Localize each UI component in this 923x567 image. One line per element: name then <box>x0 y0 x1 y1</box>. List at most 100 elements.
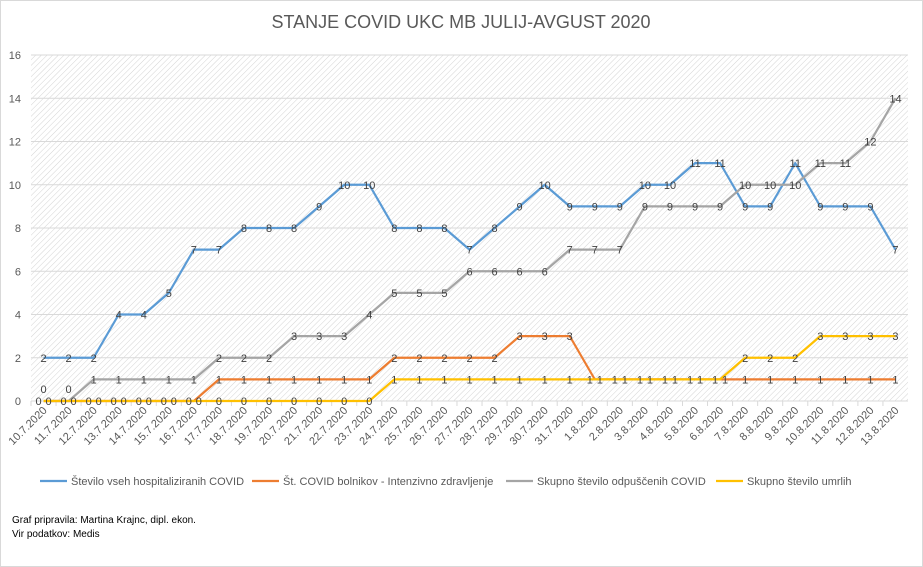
data-label-series-4: 1 <box>672 374 678 386</box>
data-label-series-3: 6 <box>466 266 472 278</box>
data-label-series-1: 11 <box>689 158 700 170</box>
data-label-series-4: 3 <box>842 331 848 343</box>
data-label-series-3: 12 <box>864 137 876 149</box>
data-label-series-3: 1 <box>141 374 147 386</box>
y-tick-label: 14 <box>9 93 21 105</box>
data-label-series-2: 1 <box>662 374 668 386</box>
data-label-series-4: 1 <box>647 374 653 386</box>
data-label-series-1: 4 <box>116 310 122 322</box>
data-label-series-1: 11 <box>714 158 725 170</box>
data-label-series-2: 1 <box>587 374 593 386</box>
data-label-series-4: 3 <box>892 331 898 343</box>
data-label-series-1: 2 <box>91 353 97 365</box>
data-label-series-3: 7 <box>592 245 598 257</box>
data-label-series-2: 1 <box>817 374 823 386</box>
data-label-series-2: 3 <box>517 331 523 343</box>
y-tick-label: 4 <box>15 310 21 322</box>
data-label-series-2: 1 <box>892 374 898 386</box>
data-label-series-1: 7 <box>216 245 222 257</box>
data-label-series-2: 0 <box>161 396 167 408</box>
data-label-series-2: 2 <box>416 353 422 365</box>
data-label-series-3: 9 <box>717 201 723 213</box>
data-label-series-1: 4 <box>141 310 147 322</box>
data-label-series-4: 3 <box>817 331 823 343</box>
data-label-series-1: 9 <box>867 201 873 213</box>
legend-label-2: Št. COVID bolnikov - Intenzivno zdravlje… <box>283 475 493 488</box>
data-label-series-1: 5 <box>166 288 172 300</box>
data-label-series-1: 8 <box>441 223 447 235</box>
data-label-series-3: 3 <box>316 331 322 343</box>
data-label-series-3: 1 <box>91 374 97 386</box>
data-label-series-2: 2 <box>391 353 397 365</box>
data-label-series-3: 3 <box>291 331 297 343</box>
data-label-series-4: 1 <box>441 374 447 386</box>
data-label-series-2: 1 <box>867 374 873 386</box>
series-line-3 <box>43 97 897 403</box>
data-label-series-3: 9 <box>667 201 673 213</box>
data-label-series-4: 2 <box>767 353 773 365</box>
data-label-series-2: 2 <box>466 353 472 365</box>
data-label-series-3: 6 <box>542 266 548 278</box>
data-label-series-1: 10 <box>539 180 551 192</box>
data-label-series-4: 3 <box>867 331 873 343</box>
data-label-series-2: 1 <box>366 374 372 386</box>
data-label-series-1: 9 <box>517 201 523 213</box>
data-label-series-2: 1 <box>216 374 222 386</box>
data-label-series-3: 0 <box>71 396 77 408</box>
data-label-series-4: 0 <box>266 396 272 408</box>
data-label-series-4: 1 <box>391 374 397 386</box>
data-label-series-3: 5 <box>416 288 422 300</box>
data-label-series-3: 4 <box>366 310 372 322</box>
data-label-series-2: 1 <box>742 374 748 386</box>
data-label-series-4: 0 <box>96 396 102 408</box>
data-label-series-4: 1 <box>597 374 603 386</box>
data-label-series-3: 7 <box>567 245 573 257</box>
y-tick-label: 10 <box>9 180 21 192</box>
data-label-series-2: 2 <box>491 353 497 365</box>
series-line-4 <box>43 335 896 403</box>
data-label-series-3: 10 <box>789 180 801 192</box>
data-label-series-2: 3 <box>542 331 548 343</box>
footer-source: Vir podatkov: Medis <box>12 529 100 540</box>
data-label-series-2: 0 <box>136 396 142 408</box>
series-line-1 <box>43 162 897 359</box>
data-label-series-1: 7 <box>466 245 472 257</box>
data-label-series-1: 9 <box>817 201 823 213</box>
legend-label-1: Število vseh hospitaliziranih COVID <box>71 475 244 488</box>
data-label-series-3: 6 <box>491 266 497 278</box>
data-label-series-1: 9 <box>767 201 773 213</box>
data-label-series-1: 8 <box>391 223 397 235</box>
data-label-series-3: 11 <box>840 158 851 170</box>
data-label-series-1: 2 <box>66 353 72 365</box>
data-label-series-1: 9 <box>617 201 623 213</box>
data-label-series-4: 0 <box>146 396 152 408</box>
y-tick-label: 2 <box>15 353 21 365</box>
data-label-series-2: 0 <box>186 396 192 408</box>
data-label-series-2: 1 <box>637 374 643 386</box>
data-label-series-3: 7 <box>617 245 623 257</box>
data-label-series-1: 8 <box>491 223 497 235</box>
data-label-series-4: 0 <box>121 396 127 408</box>
data-label-series-4: 0 <box>316 396 322 408</box>
data-label-series-4: 0 <box>171 396 177 408</box>
footer-prepared-by: Graf pripravila: Martina Krajnc, dipl. e… <box>12 515 196 526</box>
data-label-series-1: 7 <box>892 245 898 257</box>
data-label-series-3: 3 <box>341 331 347 343</box>
data-label-series-2: 1 <box>241 374 247 386</box>
data-label-series-1: 9 <box>592 201 598 213</box>
data-label-series-2: 1 <box>767 374 773 386</box>
data-label-series-4: 1 <box>567 374 573 386</box>
data-label-series-3: 14 <box>889 93 901 105</box>
data-label-series-3: 2 <box>266 353 272 365</box>
data-label-series-4: 1 <box>622 374 628 386</box>
data-label-series-2: 3 <box>567 331 573 343</box>
data-label-series-4: 0 <box>241 396 247 408</box>
data-label-series-1: 10 <box>639 180 651 192</box>
data-label-series-1: 10 <box>338 180 350 192</box>
data-label-series-2: 1 <box>842 374 848 386</box>
data-label-series-3: 1 <box>116 374 122 386</box>
data-label-series-1: 9 <box>316 201 322 213</box>
data-label-series-2: 0 <box>86 396 92 408</box>
y-tick-label: 12 <box>9 137 21 149</box>
